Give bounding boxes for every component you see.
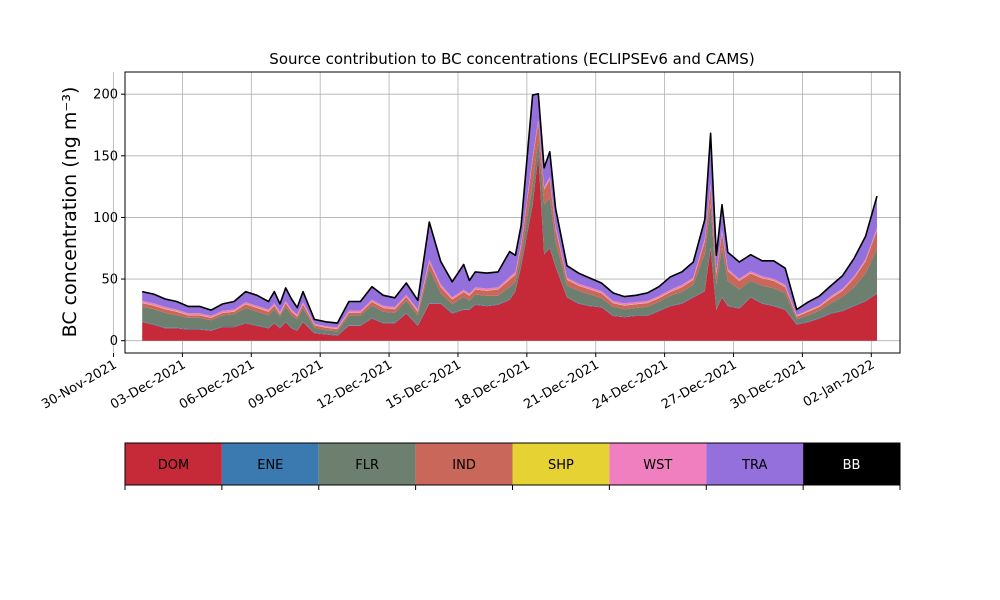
total-line bbox=[142, 93, 878, 324]
y-tick-label: 0 bbox=[110, 334, 118, 349]
area-flr bbox=[142, 140, 877, 336]
area-ene bbox=[142, 155, 877, 336]
legend-colorbar: DOM ENE FLR IND SHP WST TRA BB bbox=[124, 442, 901, 490]
y-tick-label: 50 bbox=[101, 273, 118, 288]
legend-label-ind: IND bbox=[452, 458, 476, 473]
y-tick-label: 150 bbox=[93, 149, 118, 164]
legend-label-wst: WST bbox=[643, 458, 672, 473]
plot-frame bbox=[124, 71, 901, 354]
y-axis-label: BC concentration (ng m⁻³) bbox=[59, 87, 81, 338]
y-axis-ticks: 0 50 100 150 200 bbox=[93, 88, 125, 349]
legend-label-ene: ENE bbox=[257, 458, 283, 473]
legend-swatch-flr bbox=[318, 443, 416, 485]
legend-swatch-ene bbox=[221, 443, 319, 485]
legend-swatch-dom bbox=[125, 443, 222, 485]
legend-swatch-tra bbox=[706, 443, 804, 485]
chart-title: Source contribution to BC concentrations… bbox=[269, 50, 754, 68]
total-series-line bbox=[142, 93, 878, 324]
y-tick-label: 200 bbox=[93, 88, 118, 103]
legend-label-shp: SHP bbox=[548, 458, 574, 473]
legend-label-tra: TRA bbox=[741, 458, 767, 473]
area-dom bbox=[142, 155, 877, 341]
legend-swatch-shp bbox=[512, 443, 610, 485]
y-tick-label: 100 bbox=[93, 211, 118, 226]
stacked-areas bbox=[142, 93, 877, 341]
area-tra bbox=[142, 94, 877, 328]
legend-label-bb: BB bbox=[843, 458, 861, 473]
legend-label-flr: FLR bbox=[355, 458, 379, 473]
legend-label-dom: DOM bbox=[158, 458, 189, 473]
legend-swatch-bb bbox=[803, 443, 900, 485]
legend-swatch-ind bbox=[415, 443, 513, 485]
legend-swatch-wst bbox=[609, 443, 707, 485]
